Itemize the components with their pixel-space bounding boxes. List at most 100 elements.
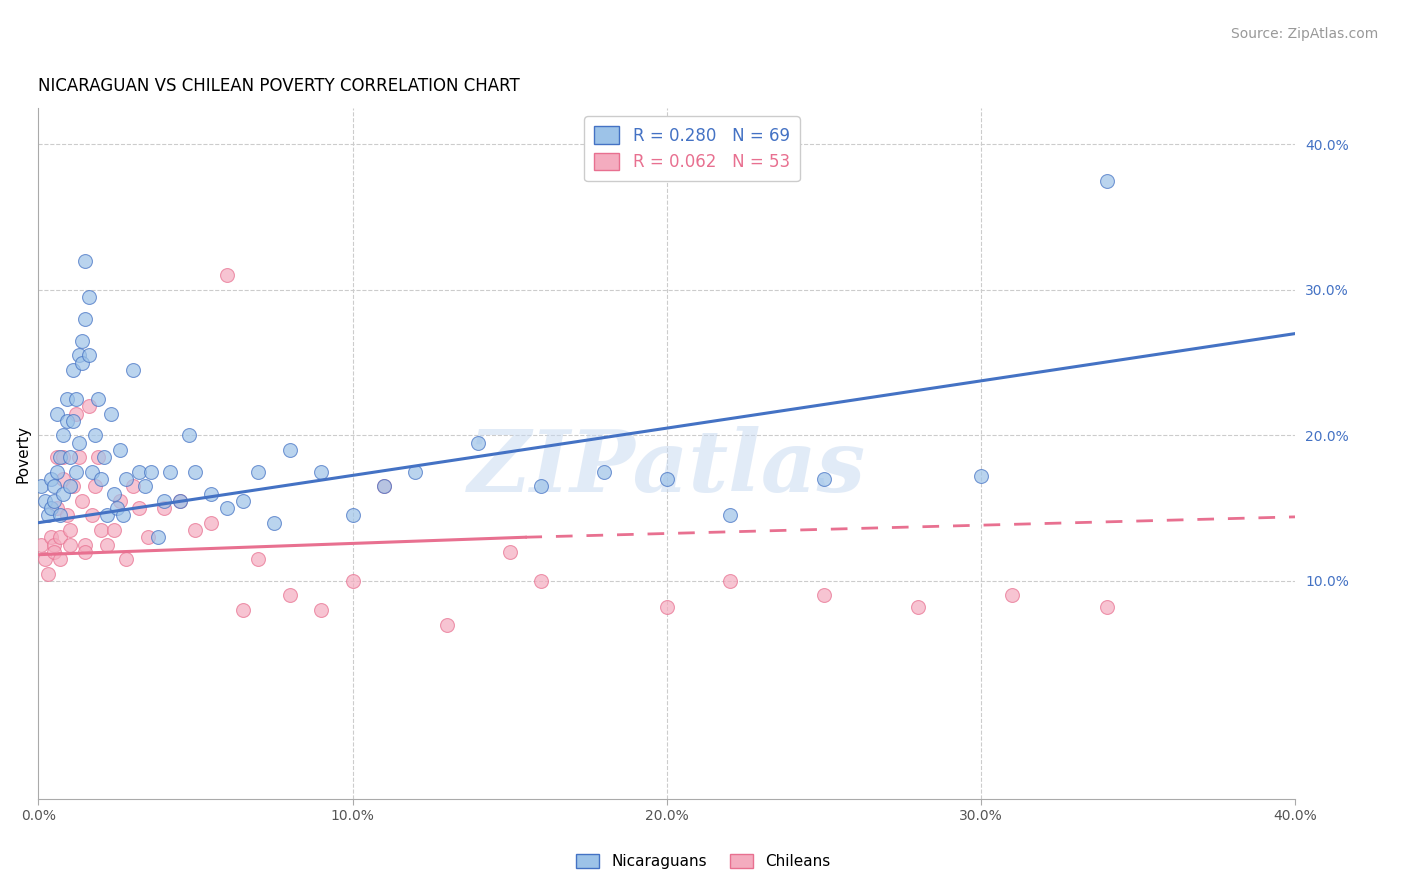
Point	[42, 537, 65, 551]
Point	[62, 414, 84, 428]
Point	[813, 589, 835, 603]
Y-axis label: Poverty: Poverty	[15, 425, 30, 483]
Point	[49, 508, 72, 523]
Point	[108, 442, 131, 457]
Point	[215, 501, 238, 516]
Point	[278, 589, 301, 603]
Point	[52, 450, 75, 465]
Point	[146, 530, 169, 544]
Point	[232, 494, 254, 508]
Point	[105, 501, 128, 516]
Point	[46, 407, 69, 421]
Point	[1001, 589, 1024, 603]
Point	[42, 479, 65, 493]
Point	[134, 479, 156, 493]
Point	[52, 472, 75, 486]
Point	[467, 435, 489, 450]
Point	[159, 465, 181, 479]
Point	[1095, 174, 1118, 188]
Point	[404, 465, 426, 479]
Point	[90, 523, 112, 537]
Point	[39, 472, 62, 486]
Point	[373, 479, 395, 493]
Point	[77, 290, 100, 304]
Point	[215, 268, 238, 283]
Point	[37, 508, 59, 523]
Point	[655, 600, 678, 615]
Point	[46, 501, 69, 516]
Point	[121, 479, 143, 493]
Point	[970, 469, 993, 483]
Point	[55, 392, 77, 406]
Point	[52, 486, 75, 500]
Point	[179, 428, 201, 442]
Legend: R = 0.280   N = 69, R = 0.062   N = 53: R = 0.280 N = 69, R = 0.062 N = 53	[583, 117, 800, 181]
Point	[34, 552, 56, 566]
Point	[342, 508, 364, 523]
Point	[813, 472, 835, 486]
Point	[1095, 600, 1118, 615]
Point	[67, 348, 90, 362]
Point	[309, 603, 332, 617]
Point	[100, 407, 122, 421]
Point	[263, 516, 285, 530]
Point	[153, 494, 176, 508]
Point	[96, 537, 118, 551]
Point	[128, 501, 150, 516]
Point	[309, 465, 332, 479]
Point	[90, 472, 112, 486]
Point	[103, 523, 125, 537]
Point	[59, 537, 82, 551]
Point	[436, 617, 458, 632]
Point	[59, 479, 82, 493]
Point	[65, 407, 87, 421]
Point	[72, 356, 94, 370]
Point	[39, 530, 62, 544]
Point	[34, 494, 56, 508]
Point	[75, 253, 97, 268]
Point	[49, 450, 72, 465]
Point	[184, 465, 207, 479]
Point	[72, 334, 94, 348]
Text: Source: ZipAtlas.com: Source: ZipAtlas.com	[1230, 27, 1378, 41]
Point	[718, 574, 741, 588]
Point	[112, 508, 135, 523]
Point	[52, 428, 75, 442]
Point	[247, 552, 270, 566]
Point	[46, 450, 69, 465]
Point	[77, 348, 100, 362]
Point	[49, 530, 72, 544]
Point	[278, 442, 301, 457]
Point	[67, 435, 90, 450]
Point	[83, 479, 105, 493]
Point	[373, 479, 395, 493]
Point	[115, 472, 138, 486]
Point	[530, 479, 553, 493]
Point	[115, 552, 138, 566]
Point	[153, 501, 176, 516]
Point	[907, 600, 929, 615]
Point	[96, 508, 118, 523]
Point	[30, 479, 52, 493]
Point	[498, 545, 520, 559]
Point	[530, 574, 553, 588]
Text: ZIPatlas: ZIPatlas	[468, 425, 866, 509]
Point	[121, 363, 143, 377]
Legend: Nicaraguans, Chileans: Nicaraguans, Chileans	[569, 848, 837, 875]
Point	[37, 566, 59, 581]
Point	[184, 523, 207, 537]
Point	[718, 508, 741, 523]
Point	[62, 479, 84, 493]
Point	[49, 552, 72, 566]
Point	[655, 472, 678, 486]
Point	[77, 400, 100, 414]
Point	[75, 312, 97, 326]
Point	[108, 494, 131, 508]
Point	[72, 494, 94, 508]
Point	[55, 508, 77, 523]
Point	[59, 450, 82, 465]
Point	[342, 574, 364, 588]
Point	[55, 414, 77, 428]
Point	[80, 465, 103, 479]
Point	[42, 494, 65, 508]
